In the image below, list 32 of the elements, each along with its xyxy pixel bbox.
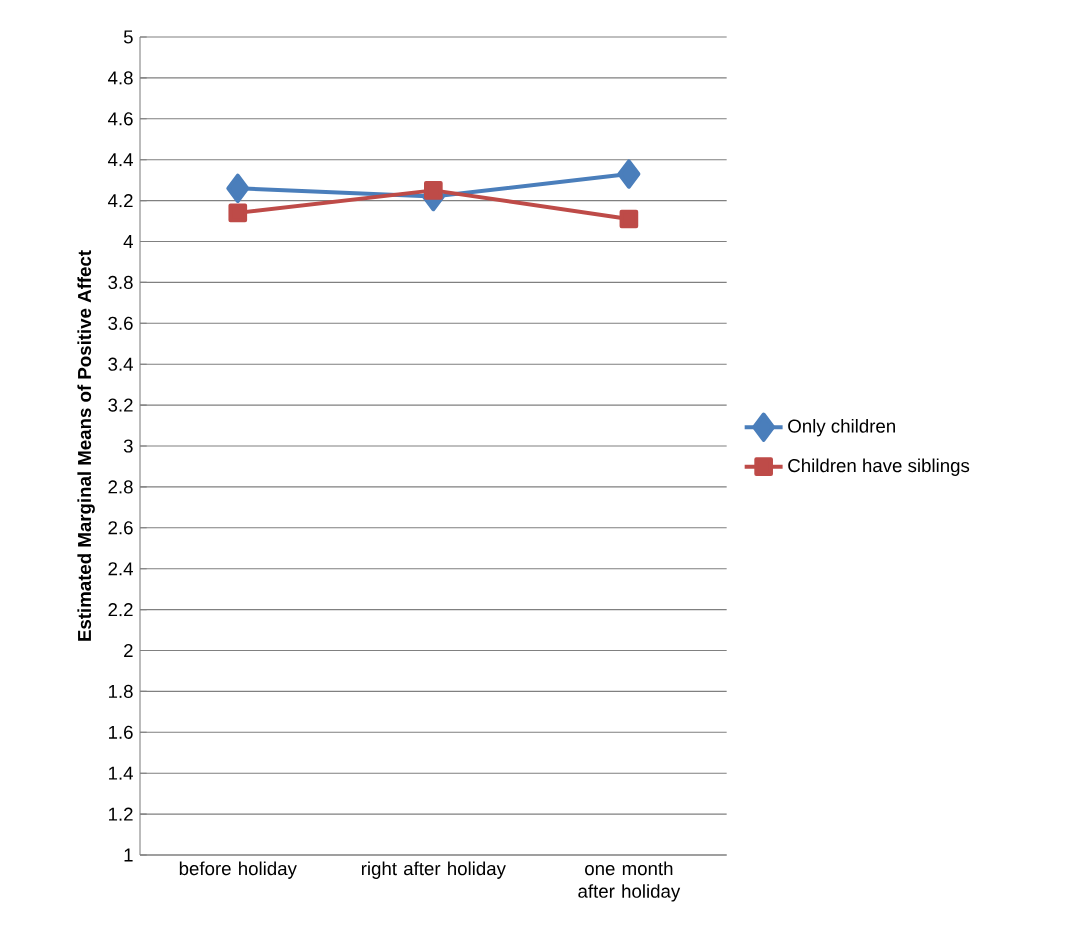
y-tick-label: 1.8	[108, 684, 133, 699]
y-tick-label: 5	[123, 30, 133, 44]
y-tick-label: 3.4	[108, 357, 133, 371]
y-tick-label: 2.8	[108, 480, 133, 494]
y-tick-label: 4.2	[107, 194, 133, 208]
y-tick-label: 3.2	[108, 398, 133, 412]
y-tick-label: 3.8	[108, 275, 133, 290]
y-tick-label: 4.6	[107, 112, 133, 126]
y-tick-label: 1	[124, 848, 133, 862]
y-tick-label: 2.4	[108, 562, 133, 576]
x-tick-label: one month after holiday	[578, 861, 681, 902]
y-tick-label: 3	[123, 439, 133, 453]
x-tick-label: right after holiday	[361, 861, 506, 879]
y-tick-label: 1.4	[108, 766, 133, 780]
y-tick-label: 4.4	[107, 153, 133, 167]
y-tick-label: 1.6	[108, 725, 133, 739]
legend-label: Children have siblings	[788, 458, 970, 476]
legend-label: Only children	[788, 419, 895, 437]
y-tick-label: 2	[124, 643, 133, 658]
point	[619, 209, 639, 229]
y-tick-label: 4.8	[107, 71, 133, 85]
point	[226, 173, 250, 203]
y-tick-label: 2.2	[108, 603, 133, 617]
y-axis-title: Estimated Marginal Means of Positive Affect	[77, 250, 95, 641]
x-tick-label: before holiday	[179, 861, 297, 879]
y-tick-label: 2.6	[108, 521, 133, 535]
point	[424, 181, 443, 200]
point	[228, 203, 248, 223]
y-tick-label: 4	[123, 235, 133, 248]
y-tick-label: 1.2	[108, 807, 133, 821]
point	[617, 159, 641, 189]
y-tick-label: 3.6	[108, 316, 133, 330]
